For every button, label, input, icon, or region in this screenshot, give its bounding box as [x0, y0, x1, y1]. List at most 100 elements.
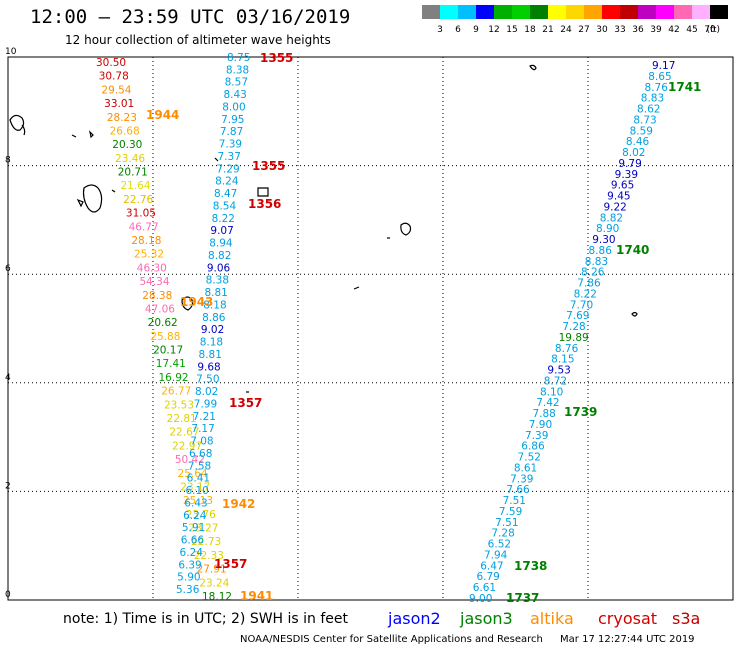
pass-time-label: 1942	[222, 497, 255, 511]
swh-label-middle: 5.36	[176, 584, 200, 596]
swh-label-right: 9.79	[618, 158, 641, 170]
scale-label: 27	[578, 25, 589, 35]
swh-label-right: 8.72	[544, 375, 567, 387]
swh-label-middle: 8.75	[227, 52, 250, 64]
map-subtitle: 12 hour collection of altimeter wave hei…	[65, 33, 331, 47]
swh-label-middle: 8.18	[200, 337, 223, 349]
scale-label: 6	[455, 25, 461, 35]
scale-swatch	[422, 5, 440, 19]
swh-label-left: 22.33	[194, 550, 224, 562]
axis-tick-labels: 1501531561591621650246810	[5, 47, 17, 600]
credit-source: NOAA/NESDIS Center for Satellite Applica…	[240, 634, 543, 645]
scale-label: 24	[560, 25, 572, 35]
swh-label-middle: 8.18	[203, 299, 226, 311]
y-tick-label: 8	[5, 156, 11, 166]
swh-label-left: 23.27	[188, 523, 218, 535]
swh-label-middle: 8.57	[225, 77, 248, 89]
swh-label-middle: 8.43	[223, 89, 246, 101]
swh-label-left: 25.13	[183, 495, 213, 507]
scale-swatch	[638, 5, 656, 19]
swh-label-middle: 7.95	[221, 114, 244, 126]
swh-label-left: 28.38	[142, 290, 172, 302]
swh-label-left: 22.67	[169, 427, 199, 439]
swh-label-right: 7.69	[566, 310, 589, 322]
legend-cryosat: cryosat	[598, 609, 658, 628]
swh-label-right: 8.86	[589, 245, 613, 257]
swh-label-right: 8.90	[596, 223, 619, 235]
scale-label: 33	[614, 25, 625, 35]
swh-label-left: 27.91	[197, 564, 227, 576]
island-outline	[21, 124, 26, 136]
swh-label-middle: 8.38	[226, 64, 249, 76]
swh-label-right: 7.88	[532, 408, 555, 420]
pass-time-label: 1944	[146, 108, 179, 122]
scale-label: 36	[632, 25, 644, 35]
scale-label: 9	[473, 25, 479, 35]
scale-swatch	[602, 5, 620, 19]
swh-label-left: 46.30	[137, 262, 167, 274]
scale-swatch	[656, 5, 674, 19]
scale-swatch	[674, 5, 692, 19]
legend-jason3: jason3	[460, 609, 513, 628]
swh-label-right: 9.17	[652, 60, 675, 72]
scale-label: 45	[686, 25, 697, 35]
swh-label-right: 9.00	[469, 593, 492, 605]
swh-label-middle: 8.02	[195, 386, 218, 398]
legend-altika: altika	[530, 609, 574, 628]
swh-label-left: 22.97	[172, 440, 202, 452]
swh-label-middle: 6.24	[180, 547, 204, 559]
swh-label-left: 26.77	[161, 386, 191, 398]
y-tick-label: 4	[5, 373, 11, 383]
swh-label-middle: 9.68	[197, 361, 220, 373]
scale-label: 12	[488, 25, 499, 35]
swh-label-right: 9.39	[615, 169, 638, 181]
swh-label-middle: 6.41	[187, 473, 210, 485]
swh-label-right: 7.51	[495, 517, 518, 529]
swh-label-right: 6.61	[473, 582, 496, 594]
land-outlines	[9, 64, 638, 393]
scale-swatch	[620, 5, 638, 19]
pass-time-label: 1356	[248, 197, 281, 211]
island-outline	[76, 198, 84, 208]
scale-swatch	[476, 5, 494, 19]
scale-label: 18	[524, 25, 536, 35]
swh-label-left: 26.68	[110, 125, 140, 137]
swh-label-middle: 8.86	[202, 312, 226, 324]
swh-label-right: 9.45	[607, 191, 630, 203]
pass-time-label: 1357	[229, 396, 262, 410]
island-outline	[89, 130, 94, 139]
swh-label-middle: 8.81	[199, 349, 222, 361]
swh-label-left: 30.78	[99, 71, 129, 83]
swh-label-right: 7.28	[562, 321, 585, 333]
pass-time-label: 1357	[214, 557, 247, 571]
swh-label-right: 7.90	[529, 419, 552, 431]
swh-label-middle: 8.47	[214, 188, 237, 200]
scale-unit: (ft)	[706, 25, 720, 35]
scale-label: 70	[704, 25, 716, 35]
swh-label-right: 8.10	[540, 386, 563, 398]
island-outline	[82, 184, 103, 213]
island-outline	[181, 296, 194, 311]
swh-label-left: 20.17	[153, 345, 183, 357]
swh-label-right: 7.28	[491, 528, 514, 540]
color-scale-legend: 3 6 9 12 15 18 21 24 27 30 33 36 39 42 45 70(ft)	[422, 5, 728, 35]
swh-label-middle: 5.90	[177, 572, 200, 584]
y-tick-label: 0	[5, 590, 11, 600]
scale-swatch	[512, 5, 530, 19]
swh-label-left: 22.76	[123, 194, 153, 206]
legend-jason2: jason2	[388, 609, 441, 628]
swh-label-middle: 7.08	[190, 436, 213, 448]
swh-label-right: 9.53	[547, 365, 570, 377]
swh-label-right: 7.70	[570, 299, 593, 311]
footer-credit: NOAA/NESDIS Center for Satellite Applica…	[240, 634, 695, 645]
scale-label: 39	[650, 25, 662, 35]
swh-label-left: 23.76	[186, 509, 216, 521]
swh-label-middle: 8.94	[209, 238, 233, 250]
swh-label-left: 17.41	[156, 358, 186, 370]
swh-label-right: 7.94	[484, 549, 508, 561]
y-tick-label: 10	[5, 47, 17, 57]
swh-label-middle: 7.29	[216, 163, 239, 175]
footer-note: note: 1) Time is in UTC; 2) SWH is in fe…	[63, 611, 349, 627]
swh-label-right: 8.22	[574, 288, 597, 300]
swh-label-right: 8.73	[633, 114, 656, 126]
